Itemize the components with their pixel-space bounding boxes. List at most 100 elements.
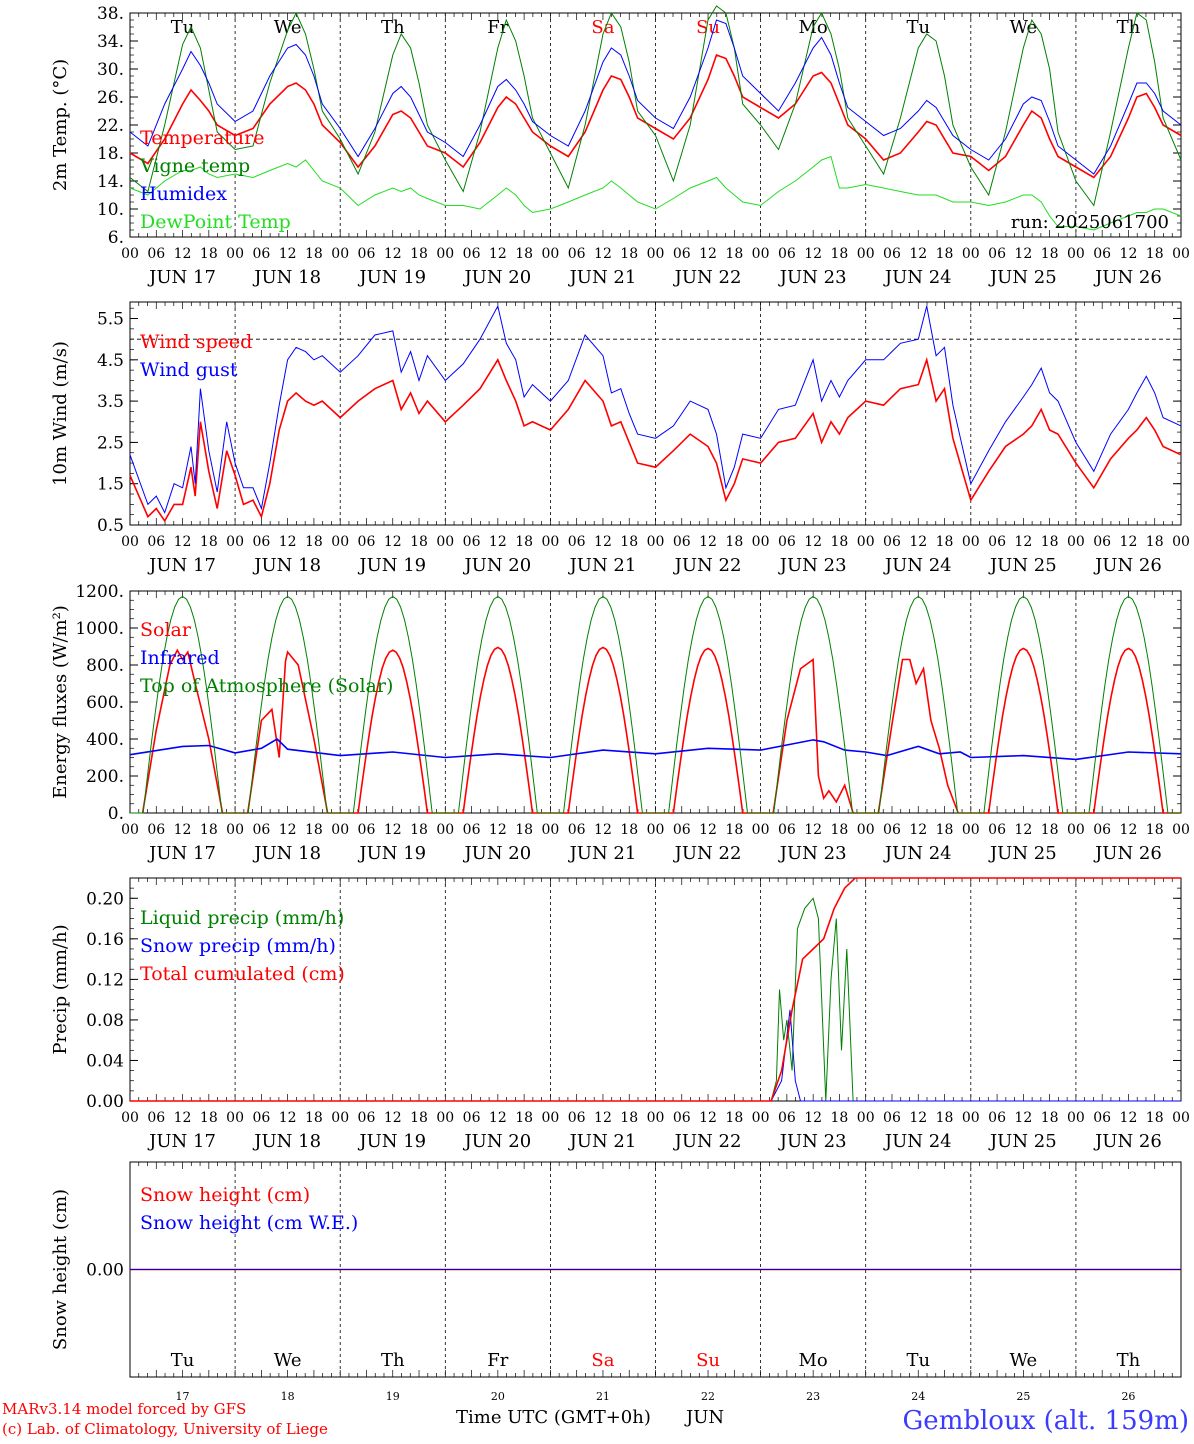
date-label: JUN 21 (568, 267, 637, 288)
hour-tick-label: 12 (804, 822, 822, 838)
y-tick-label: 34. (97, 32, 124, 52)
hour-tick-label: 12 (594, 246, 612, 262)
date-label: JUN 19 (357, 267, 426, 288)
hour-tick-label: 00 (962, 822, 980, 838)
date-label: JUN 19 (357, 1131, 426, 1152)
run-annotation: run: 2025061700 (1011, 212, 1169, 233)
weekday-label: We (274, 1350, 302, 1371)
hour-tick-label: 12 (1120, 822, 1138, 838)
date-label: JUN 20 (462, 843, 531, 864)
legend-entry: Top of Atmosphere (Solar) (140, 675, 393, 697)
hour-tick-label: 00 (121, 534, 139, 550)
hour-tick-label: 18 (831, 822, 849, 838)
y-tick-label: 38. (97, 4, 124, 24)
y-tick-label: 0.00 (86, 1092, 124, 1112)
hour-tick-label: 18 (1041, 822, 1059, 838)
y-tick-label: 200. (86, 767, 124, 787)
hour-tick-label: 06 (1093, 822, 1111, 838)
hour-tick-label: 06 (463, 822, 481, 838)
hour-tick-label: 06 (778, 1110, 796, 1126)
hour-tick-label: 06 (147, 246, 165, 262)
hour-tick-label: 06 (988, 534, 1006, 550)
hour-tick-label: 18 (305, 534, 323, 550)
hour-tick-label: 18 (936, 534, 954, 550)
y-axis-label: 2m Temp. (°C) (50, 59, 71, 191)
hour-tick-label: 12 (489, 246, 507, 262)
date-label: JUN 20 (462, 555, 531, 576)
hour-tick-label: 06 (988, 246, 1006, 262)
hour-tick-label: 06 (358, 1110, 376, 1126)
legend-entry: Snow height (cm W.E.) (140, 1212, 358, 1234)
date-label: JUN 18 (252, 1131, 321, 1152)
y-tick-label: 6. (108, 228, 124, 248)
hour-tick-label: 18 (515, 822, 533, 838)
hour-tick-label: 12 (279, 1110, 297, 1126)
day-number-label: 24 (911, 1390, 925, 1403)
hour-tick-label: 18 (515, 246, 533, 262)
hour-tick-label: 00 (331, 246, 349, 262)
hour-tick-label: 18 (936, 822, 954, 838)
hour-tick-label: 06 (673, 1110, 691, 1126)
hour-tick-label: 06 (568, 822, 586, 838)
legend-entry: Total cumulated (cm) (140, 963, 345, 985)
hour-tick-label: 12 (489, 1110, 507, 1126)
hour-tick-label: 00 (857, 534, 875, 550)
legend-entry: Liquid precip (mm/h) (140, 907, 344, 929)
date-label: JUN 20 (462, 267, 531, 288)
hour-tick-label: 06 (463, 246, 481, 262)
legend-entry: Solar (140, 619, 192, 641)
hour-tick-label: 18 (831, 534, 849, 550)
series-line-liquid-precip-mm-h- (130, 897, 1181, 1102)
y-tick-label: 400. (86, 730, 124, 750)
y-axis-label: 10m Wind (m/s) (50, 341, 71, 486)
hour-tick-label: 18 (620, 1110, 638, 1126)
hour-tick-label: 00 (1067, 246, 1085, 262)
y-tick-label: 0.16 (86, 930, 124, 950)
hour-tick-label: 18 (620, 246, 638, 262)
hour-tick-label: 12 (1120, 534, 1138, 550)
date-label: JUN 26 (1093, 1131, 1162, 1152)
date-label: JUN 25 (988, 267, 1057, 288)
legend-entry: Vigne temp (139, 155, 250, 177)
hour-tick-label: 12 (1120, 1110, 1138, 1126)
hour-tick-label: 12 (909, 534, 927, 550)
date-label: JUN 21 (568, 1131, 637, 1152)
hour-tick-label: 12 (1014, 246, 1032, 262)
panel-precip: 0.00 0.04 0.08 0.12 0.16 0.20 Precip (mm/h) 00 0… (50, 877, 1190, 1152)
hour-tick-label: 12 (174, 534, 192, 550)
hour-tick-label: 18 (831, 1110, 849, 1126)
hour-tick-label: 06 (1093, 534, 1111, 550)
hour-tick-label: 06 (568, 246, 586, 262)
hour-tick-label: 06 (673, 246, 691, 262)
hour-tick-label: 18 (1041, 534, 1059, 550)
hour-tick-label: 12 (804, 1110, 822, 1126)
hour-tick-label: 12 (699, 822, 717, 838)
hour-tick-label: 12 (279, 822, 297, 838)
y-tick-label: 22. (97, 116, 124, 136)
hour-tick-label: 18 (305, 246, 323, 262)
hour-tick-label: 00 (121, 246, 139, 262)
series-line-top-of-atmosphere-solar- (130, 595, 1181, 814)
hour-tick-label: 06 (883, 1110, 901, 1126)
hour-tick-label: 18 (1146, 1110, 1164, 1126)
hour-tick-label: 00 (752, 246, 770, 262)
date-label: JUN 23 (778, 1131, 847, 1152)
date-label: JUN 25 (988, 843, 1057, 864)
hour-tick-label: 12 (1014, 534, 1032, 550)
hour-tick-label: 12 (174, 822, 192, 838)
hour-tick-label: 00 (752, 822, 770, 838)
hour-tick-label: 12 (174, 246, 192, 262)
y-tick-label: 30. (97, 60, 124, 80)
hour-tick-label: 12 (384, 822, 402, 838)
hour-tick-label: 06 (883, 534, 901, 550)
hour-tick-label: 00 (1172, 534, 1190, 550)
panel-energy: 0. 200. 400. 600. 800. 1000. 1200.Energy fluxe… (50, 582, 1190, 864)
legend-entry: Temperature (140, 127, 264, 149)
hour-tick-label: 12 (279, 534, 297, 550)
weekday-label: Tu (906, 17, 930, 38)
hour-tick-label: 18 (725, 246, 743, 262)
hour-tick-label: 18 (1146, 534, 1164, 550)
hour-tick-label: 06 (147, 822, 165, 838)
hour-tick-label: 06 (1093, 1110, 1111, 1126)
